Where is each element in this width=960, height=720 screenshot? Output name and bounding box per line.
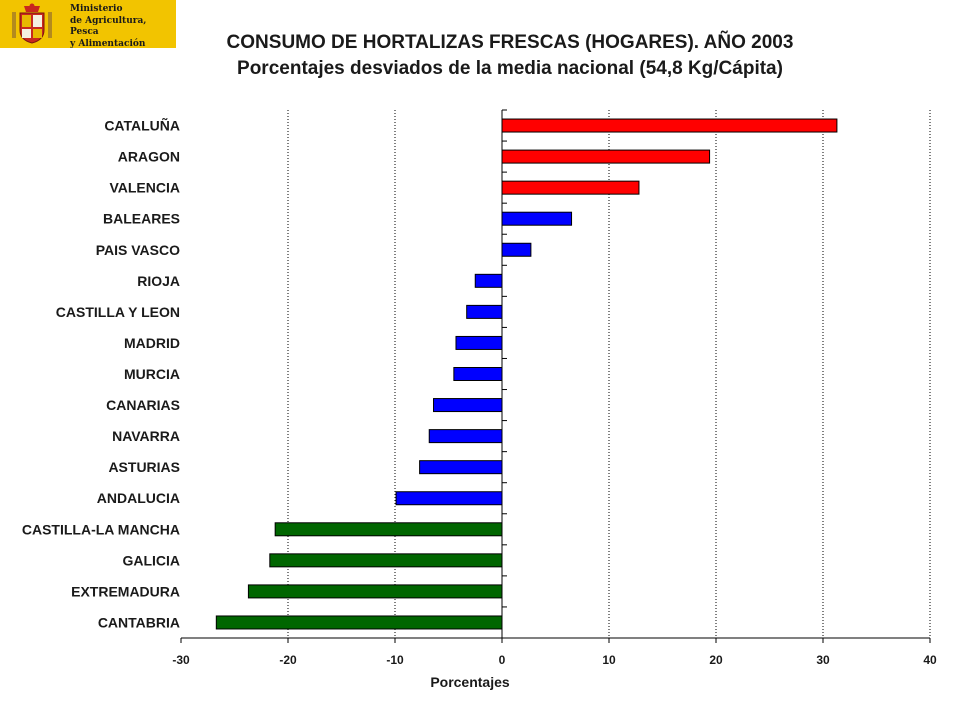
x-tick-label: -10: [386, 653, 404, 667]
category-label: ARAGON: [118, 149, 180, 165]
category-label: PAIS VASCO: [96, 242, 180, 258]
coat-of-arms-icon: [12, 3, 52, 44]
category-label: CANARIAS: [106, 397, 180, 413]
bar: [466, 304, 503, 319]
bar: [453, 367, 503, 381]
bar: [274, 522, 503, 537]
ministry-name: Ministerio de Agricultura, Pesca y Alime…: [70, 4, 147, 49]
category-label: VALENCIA: [109, 180, 180, 196]
category-label: ASTURIAS: [108, 459, 180, 475]
x-axis-title: Porcentajes: [430, 674, 510, 690]
ministry-logo: Ministerio de Agricultura, Pesca y Alime…: [0, 0, 176, 49]
category-label: CANTABRIA: [98, 614, 180, 630]
category-label: EXTREMADURA: [71, 583, 180, 599]
x-tick-label: 10: [602, 653, 616, 667]
bar: [501, 211, 573, 226]
x-tick-label: -30: [172, 653, 190, 667]
category-label: CATALUÑA: [104, 117, 180, 134]
x-tick-label: 20: [709, 653, 723, 667]
chart-title-block: CONSUMO DE HORTALIZAS FRESCAS (HOGARES).…: [180, 30, 840, 82]
bar: [395, 491, 503, 506]
category-label: NAVARRA: [112, 428, 180, 444]
bar: [433, 398, 503, 413]
bar: [419, 460, 503, 475]
bar: [501, 242, 532, 257]
chart-title: CONSUMO DE HORTALIZAS FRESCAS (HOGARES).…: [226, 32, 794, 53]
category-label: MURCIA: [124, 366, 180, 382]
category-label: RIOJA: [137, 273, 180, 289]
bar: [455, 335, 503, 350]
x-tick-label: -20: [279, 653, 297, 667]
bar: [247, 584, 503, 599]
bar: [474, 273, 503, 288]
bar: [269, 553, 503, 568]
bar: [215, 615, 503, 630]
category-label: BALEARES: [103, 211, 180, 227]
category-label: ANDALUCIA: [97, 490, 180, 506]
category-label: MADRID: [124, 335, 180, 351]
category-label: CASTILLA Y LEON: [56, 304, 180, 320]
x-tick-label: 40: [923, 653, 937, 667]
bar: [501, 180, 640, 195]
x-tick-label: 30: [816, 653, 830, 667]
category-label: GALICIA: [122, 552, 180, 568]
bar: [428, 429, 503, 444]
x-tick-label: 0: [499, 653, 506, 667]
bar: [501, 149, 711, 164]
bar: [501, 118, 838, 133]
category-label: CASTILLA-LA MANCHA: [22, 521, 180, 537]
chart-subtitle: Porcentajes desviados de la media nacion…: [237, 58, 783, 79]
